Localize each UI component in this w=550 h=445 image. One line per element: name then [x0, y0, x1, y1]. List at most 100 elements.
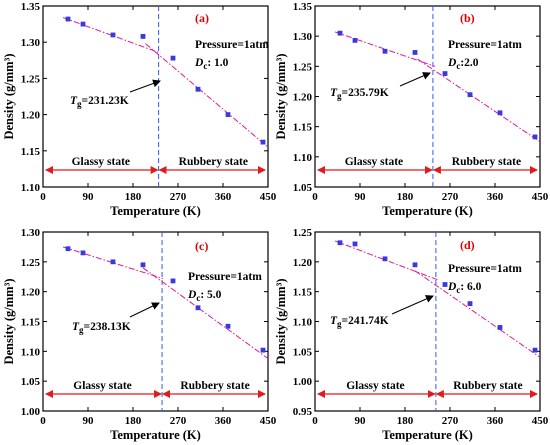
x-tick-label: 180 [125, 415, 142, 427]
data-point [140, 262, 146, 268]
data-point [195, 86, 201, 92]
x-tick-label: 450 [260, 415, 277, 427]
x-axis-label: Temperature (K) [382, 428, 473, 442]
rubbery-state-label: Rubbery state [453, 380, 522, 392]
data-point [382, 256, 388, 262]
tg-subscript: g [337, 91, 342, 101]
panel-letter: (b) [460, 11, 475, 25]
data-point [225, 112, 231, 117]
dc-symbol: D [187, 289, 197, 301]
x-tick-label: 270 [170, 191, 187, 203]
y-tick-label: 1.15 [21, 317, 41, 329]
dc-symbol: D [194, 57, 204, 69]
dc-value: :2.0 [460, 57, 478, 69]
panel-letter: (a) [195, 11, 209, 25]
tg-pointer-arrow [129, 79, 161, 93]
x-tick-label: 90 [83, 415, 95, 427]
panel-letter: (c) [195, 239, 208, 253]
x-tick-label: 0 [312, 415, 318, 427]
x-tick-label: 450 [260, 191, 277, 203]
tg-label: Tg=235.79K [330, 87, 389, 101]
y-tick-label: 1.30 [21, 37, 41, 49]
dc-label: Dc: 5.0 [187, 289, 222, 303]
x-axis-label: Temperature (K) [110, 204, 201, 218]
y-tick-label: 1.20 [293, 92, 313, 104]
x-tick-label: 450 [532, 191, 549, 203]
glassy-state-label: Glassy state [346, 380, 404, 392]
fit-line-rubbery [145, 43, 269, 148]
data-point [337, 240, 343, 246]
data-point [352, 37, 358, 43]
glassy-state-label: Glassy state [345, 156, 403, 168]
data-point [110, 259, 116, 265]
rubbery-state-label: Rubbery state [452, 156, 521, 168]
fit-line-glassy [62, 246, 164, 280]
data-point [467, 92, 473, 98]
y-tick-label: 1.00 [293, 376, 313, 388]
y-tick-label: 1.00 [21, 406, 41, 418]
y-tick-label: 1.20 [293, 257, 313, 269]
dc-subscript: c [456, 285, 460, 295]
dc-value: : 5.0 [200, 289, 221, 301]
dc-value: : 6.0 [460, 281, 481, 293]
tg-subscript: g [77, 99, 82, 109]
x-tick-label: 180 [125, 191, 142, 203]
x-tick-label: 90 [355, 191, 367, 203]
tg-pointer-arrow [399, 72, 431, 87]
y-tick-label: 1.25 [21, 257, 41, 269]
data-point [140, 34, 146, 39]
data-point [337, 30, 343, 36]
tg-symbol: T [330, 315, 338, 327]
panel-d: 0 90 180 270 360 450 0.95 1.00 1.05 1.10 1.15 1.20 1… [274, 227, 549, 442]
tg-symbol: T [72, 321, 80, 333]
x-tick-label: 180 [397, 415, 414, 427]
y-tick-label: 1.10 [293, 152, 313, 164]
dc-symbol: D [447, 281, 457, 293]
x-tick-label: 0 [40, 415, 46, 427]
x-tick-label: 270 [442, 415, 459, 427]
data-point [195, 305, 201, 311]
data-point [467, 301, 473, 306]
y-tick-label: 1.10 [21, 346, 41, 358]
y-tick-label: 1.25 [293, 61, 313, 73]
tg-symbol: T [70, 95, 78, 107]
data-point [65, 246, 71, 252]
y-tick-label: 1.15 [293, 287, 313, 299]
tg-value: =231.23K [82, 95, 129, 107]
dc-symbol: D [447, 57, 457, 69]
y-tick-label: 1.10 [21, 182, 41, 194]
tg-value: =241.74K [342, 315, 389, 327]
tg-symbol: T [330, 87, 338, 99]
data-point [442, 282, 448, 287]
tg-subscript: g [79, 325, 84, 335]
y-tick-label: 1.05 [293, 182, 313, 194]
x-axis-label: Temperature (K) [110, 428, 201, 442]
data-point [412, 262, 418, 268]
data-point [442, 71, 448, 76]
y-tick-label: 1.30 [21, 227, 41, 239]
y-tick-label: 1.30 [293, 31, 313, 43]
data-point [110, 32, 116, 38]
x-tick-label: 90 [83, 191, 95, 203]
data-point [412, 50, 418, 55]
data-point [532, 347, 538, 353]
pressure-label: Pressure=1atm [188, 271, 262, 283]
y-tick-label: 1.15 [293, 122, 313, 134]
tg-value: =238.13K [84, 321, 131, 333]
y-tick-label: 1.20 [21, 110, 41, 122]
glassy-state-label: Glassy state [72, 156, 130, 168]
x-tick-label: 360 [487, 415, 504, 427]
x-tick-label: 90 [355, 415, 367, 427]
x-tick-label: 0 [312, 191, 318, 203]
x-tick-label: 180 [397, 191, 414, 203]
panel-c: 0 90 180 270 360 450 1.00 1.05 1.10 1.15 1.20 1.25 1… [2, 227, 277, 442]
data-point [497, 325, 503, 330]
tg-pointer-arrow [391, 295, 434, 315]
tg-label: Tg=238.13K [72, 321, 131, 335]
data-point [532, 134, 538, 140]
y-axis-label: Density (g/mm³) [274, 53, 288, 139]
x-tick-label: 270 [442, 191, 459, 203]
rubbery-state-label: Rubbery state [180, 380, 249, 392]
pressure-label: Pressure=1atm [448, 263, 522, 275]
tg-subscript: g [337, 319, 342, 329]
